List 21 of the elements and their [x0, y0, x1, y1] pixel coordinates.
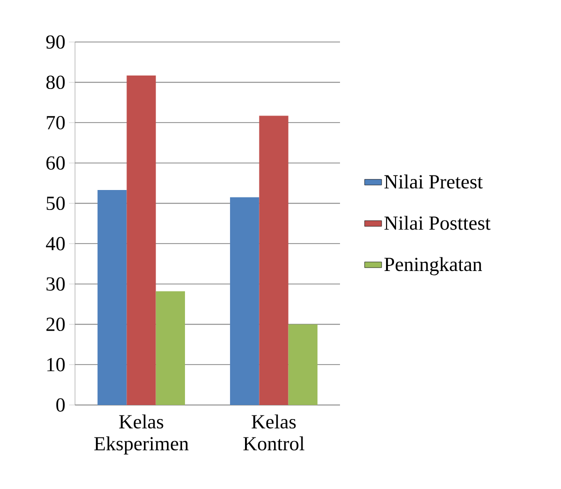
bar — [126, 75, 156, 405]
bar — [98, 190, 127, 405]
legend-label: Nilai Posttest — [384, 216, 491, 230]
y-tick-label: 90 — [46, 35, 65, 49]
bar — [156, 291, 185, 405]
y-tick-label: 60 — [46, 156, 65, 170]
y-tick-label: 0 — [56, 398, 65, 412]
x-tick-label: Kelas Kontrol — [243, 414, 304, 450]
y-tick-label: 80 — [46, 76, 65, 90]
y-tick-label: 20 — [46, 318, 65, 332]
y-tick-label: 30 — [46, 277, 65, 291]
y-tick-label: 50 — [46, 196, 65, 210]
y-tick-label: 40 — [46, 236, 65, 250]
legend-label: Peningkatan — [384, 257, 482, 276]
bar — [230, 197, 260, 405]
bar — [288, 324, 318, 405]
y-tick-label: 10 — [47, 358, 65, 372]
bar — [259, 116, 288, 405]
legend-label: Nilai Pretest — [384, 174, 483, 189]
x-tick-label: Kelas Eksperimen — [94, 414, 189, 454]
y-tick-label: 70 — [46, 116, 65, 130]
